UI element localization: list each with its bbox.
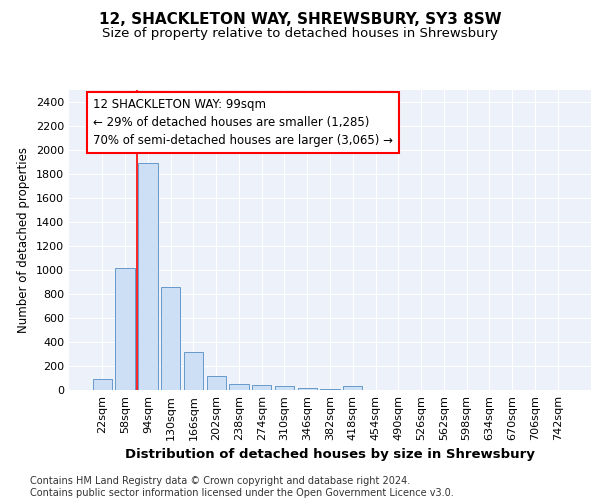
Text: Contains HM Land Registry data © Crown copyright and database right 2024.
Contai: Contains HM Land Registry data © Crown c… [30, 476, 454, 498]
Bar [184, 352, 203, 390]
Text: 12, SHACKLETON WAY, SHREWSBURY, SY3 8SW: 12, SHACKLETON WAY, SHREWSBURY, SY3 8SW [98, 12, 502, 28]
Text: 12 SHACKLETON WAY: 99sqm
← 29% of detached houses are smaller (1,285)
70% of sem: 12 SHACKLETON WAY: 99sqm ← 29% of detach… [93, 98, 393, 148]
Bar [161, 287, 181, 390]
Bar [229, 384, 248, 390]
X-axis label: Distribution of detached houses by size in Shrewsbury: Distribution of detached houses by size … [125, 448, 535, 462]
Bar [252, 385, 271, 390]
Bar [206, 376, 226, 390]
Bar [343, 386, 362, 390]
Text: Size of property relative to detached houses in Shrewsbury: Size of property relative to detached ho… [102, 28, 498, 40]
Bar [320, 389, 340, 390]
Bar [298, 388, 317, 390]
Bar [93, 379, 112, 390]
Bar [138, 163, 158, 390]
Bar [275, 386, 294, 390]
Y-axis label: Number of detached properties: Number of detached properties [17, 147, 31, 333]
Bar [115, 268, 135, 390]
